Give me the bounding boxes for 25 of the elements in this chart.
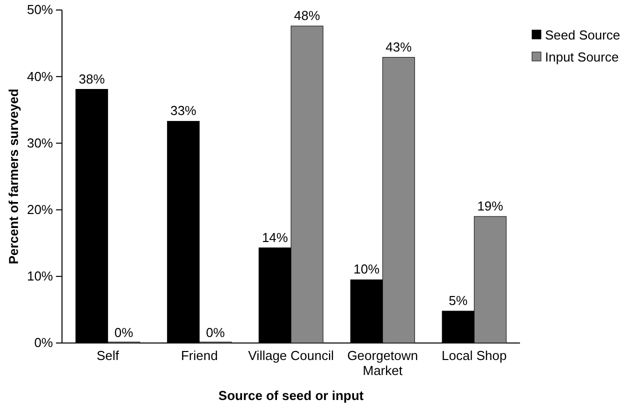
data-label: 48% — [294, 8, 320, 23]
legend-label: Input Source — [545, 50, 619, 65]
y-tick-label: 30% — [26, 135, 54, 150]
data-label: 19% — [477, 198, 504, 214]
data-label: 33% — [170, 103, 197, 118]
x-axis-title: Source of seed or input — [218, 388, 364, 403]
legend-label: Seed Source — [545, 28, 620, 43]
data-label: 0% — [114, 325, 134, 340]
data-label: 0% — [206, 325, 226, 340]
data-label: 10% — [354, 262, 380, 277]
x-tick-label: Local Shop — [442, 348, 507, 364]
y-tick-label: 40% — [26, 68, 54, 84]
x-tick-label: Friend — [180, 348, 218, 364]
y-axis-title: Percent of farmers surveyed — [6, 88, 21, 264]
y-tick-label: 10% — [26, 268, 54, 284]
y-tick-label: 0% — [34, 335, 54, 350]
y-tick-label: 50% — [26, 2, 54, 18]
x-tick-label: Georgetown Market — [347, 348, 418, 378]
x-tick-label: Self — [96, 348, 120, 364]
data-label: 43% — [386, 39, 412, 54]
y-tick-label: 20% — [26, 202, 54, 217]
x-tick-label: Village Council — [248, 348, 334, 364]
data-label: 14% — [262, 230, 288, 245]
data-label: 5% — [448, 293, 468, 308]
data-label: 38% — [78, 71, 106, 86]
